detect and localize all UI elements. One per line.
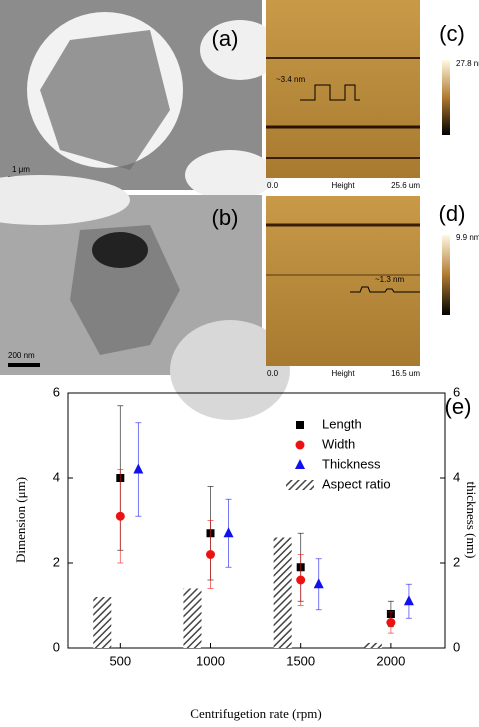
- height-profile: [300, 84, 360, 101]
- axis-end: 25.6 um: [391, 181, 420, 190]
- marker: [313, 578, 324, 589]
- legend-swatch: [295, 440, 305, 450]
- colorbar: [442, 60, 450, 135]
- panel-label: (b): [212, 205, 239, 230]
- scale-bar: [8, 363, 40, 367]
- tem-hole: [185, 150, 275, 200]
- bar: [183, 588, 202, 648]
- y2-tick-label: 4: [453, 469, 460, 484]
- axis-start: 0.0: [267, 181, 279, 190]
- legend-label: Aspect ratio: [322, 476, 391, 491]
- panel-label: (d): [439, 201, 466, 226]
- y-axis-label: Dimension (μm): [13, 477, 28, 563]
- axis-end: 16.5 um: [391, 369, 420, 378]
- y2-tick-label: 0: [453, 639, 460, 654]
- marker: [386, 618, 396, 627]
- y-tick-label: 6: [53, 384, 60, 399]
- colorbar-label: 9.9 nm: [456, 233, 479, 242]
- marker: [133, 463, 144, 474]
- legend-swatch: [295, 459, 305, 469]
- y-tick-label: 0: [53, 639, 60, 654]
- panel-label: (a): [212, 26, 239, 51]
- axis-title: Height: [331, 181, 355, 190]
- marker: [223, 527, 234, 538]
- y2-tick-label: 2: [453, 554, 460, 569]
- bar: [93, 597, 112, 648]
- x-tick-label: 1500: [286, 653, 315, 668]
- panel-b: 200 nm (b): [0, 175, 290, 420]
- height-profile: [350, 286, 420, 293]
- profile-label: ~1.3 nm: [375, 275, 404, 284]
- afm-image: [266, 0, 420, 178]
- y-tick-label: 4: [53, 469, 60, 484]
- x-axis-label: Centrifugetion rate (rpm): [190, 706, 321, 721]
- marker: [296, 575, 306, 585]
- tem-hole: [170, 320, 290, 420]
- x-tick-label: 500: [109, 653, 131, 668]
- bar: [363, 642, 382, 648]
- flake-core: [92, 232, 148, 268]
- x-tick-label: 2000: [376, 653, 405, 668]
- legend-label: Length: [322, 416, 362, 431]
- profile-label: ~3.4 nm: [276, 75, 305, 84]
- legend-swatch: [286, 480, 314, 490]
- marker: [403, 595, 414, 606]
- scale-label: 200 nm: [8, 351, 35, 360]
- legend-swatch: [296, 421, 304, 429]
- colorbar-label: 27.8 nm: [456, 59, 479, 68]
- panel-c: ~3.4 nm 0.0 Height 25.6 um 27.8 nm (c): [266, 0, 479, 190]
- scale-label: 1 μm: [12, 165, 30, 174]
- plot-frame: [67, 392, 446, 649]
- panel-a: 1 μm (a): [0, 0, 280, 200]
- tem-hole: [200, 20, 280, 80]
- colorbar: [442, 235, 450, 315]
- panel-label: (e): [445, 394, 472, 419]
- legend-label: Thickness: [322, 456, 381, 471]
- panel-label: (c): [439, 21, 465, 46]
- bar: [273, 537, 292, 648]
- marker: [206, 550, 216, 559]
- legend-label: Width: [322, 436, 355, 451]
- x-tick-label: 1000: [196, 653, 225, 668]
- axis-start: 0.0: [267, 369, 279, 378]
- flake: [40, 30, 170, 170]
- y2-axis-label: thickness (nm): [464, 482, 479, 559]
- tem-hole: [0, 175, 130, 225]
- marker: [115, 511, 125, 521]
- panel-d: ~1.3 nm 0.0 Height 16.5 um 9.9 nm (d): [266, 196, 479, 378]
- axis-title: Height: [331, 369, 355, 378]
- y2-tick-label: 6: [453, 384, 460, 399]
- y-tick-label: 2: [53, 554, 60, 569]
